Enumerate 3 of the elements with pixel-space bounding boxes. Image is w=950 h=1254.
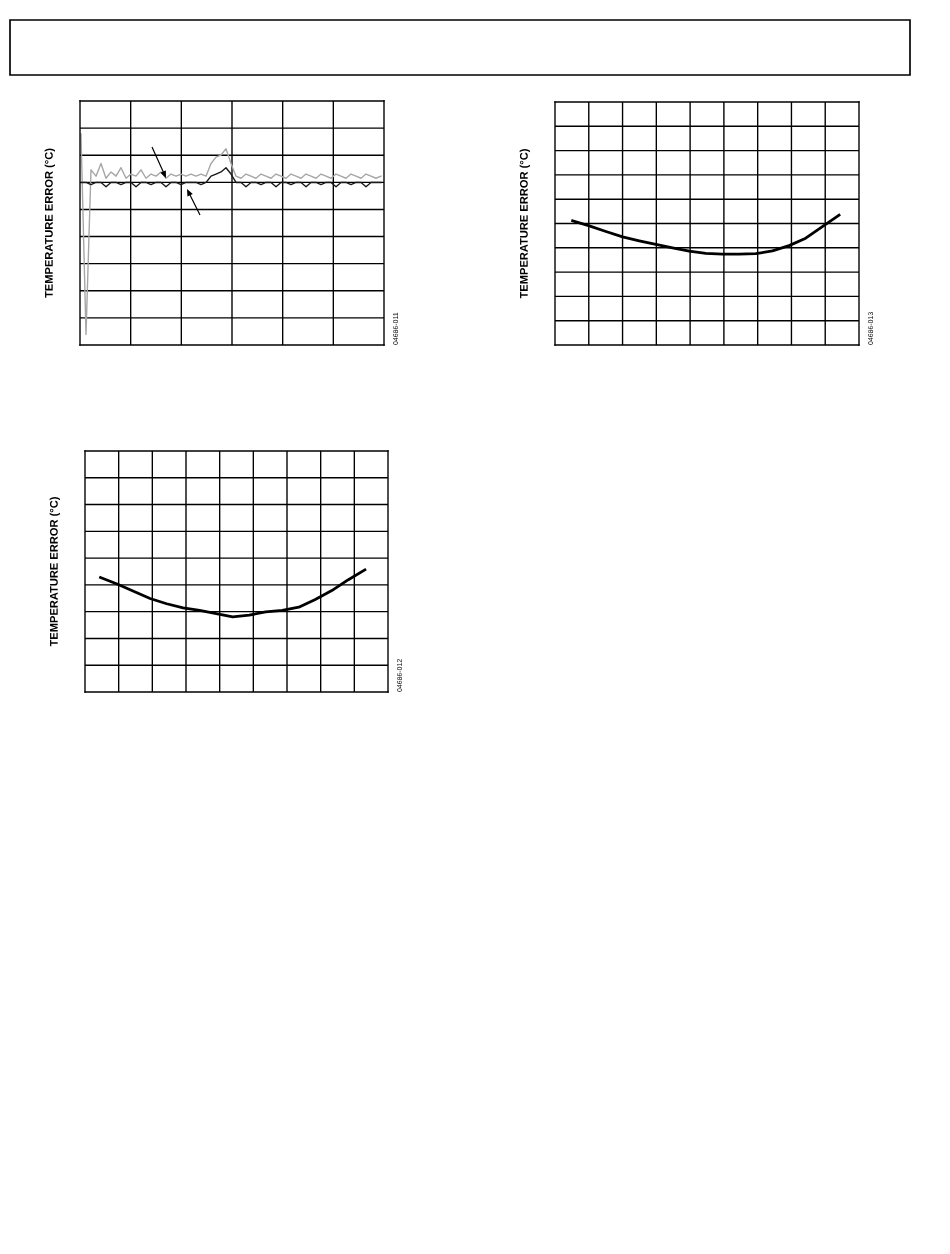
y-axis-title: TEMPERATURE ERROR (°C) xyxy=(44,148,55,298)
y-axis-title: TEMPERATURE ERROR (°C) xyxy=(519,149,530,299)
y-axis-title: TEMPERATURE ERROR (°C) xyxy=(49,497,60,647)
